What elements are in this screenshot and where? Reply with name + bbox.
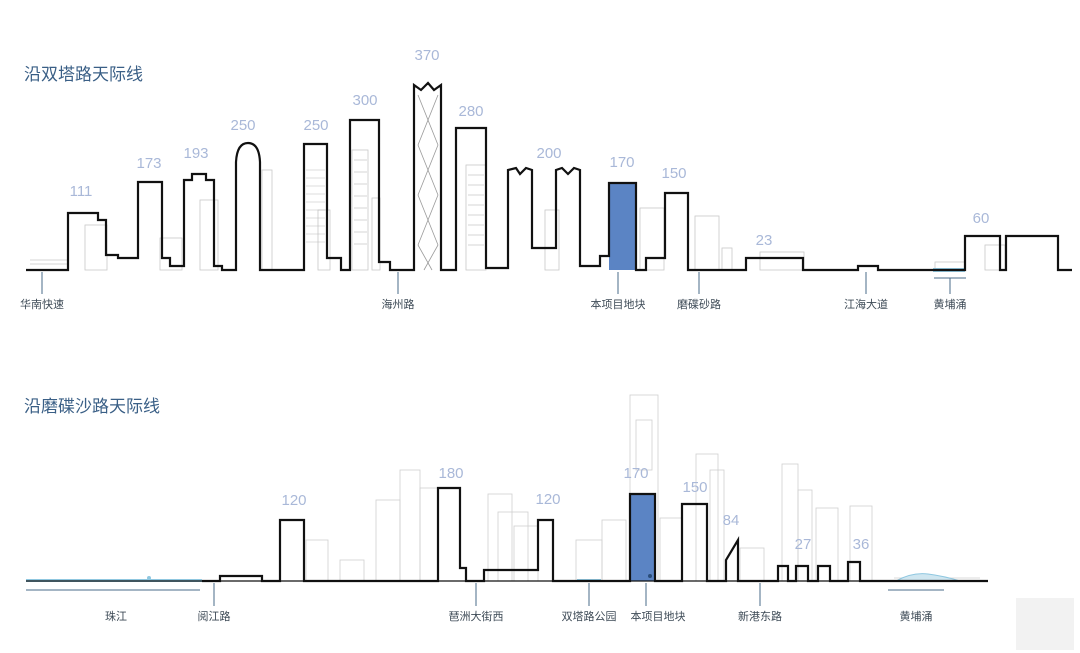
height-label: 120 [281, 492, 306, 509]
height-label: 173 [136, 155, 161, 172]
road-label: 双塔路公园 [562, 610, 617, 623]
height-label: 150 [661, 165, 686, 182]
height-label: 150 [682, 479, 707, 496]
road-label: 华南快速 [20, 297, 64, 311]
road-label: 黄埔涌 [934, 297, 967, 311]
height-label: 370 [414, 47, 439, 64]
road-label: 黄埔涌 [900, 609, 933, 623]
project-building-2 [630, 494, 655, 581]
height-label: 193 [183, 145, 208, 162]
skyline-title-1: 沿双塔路天际线 [24, 65, 143, 85]
height-label: 36 [853, 536, 870, 553]
road-label: 本项目地块 [591, 297, 646, 311]
height-label: 300 [352, 92, 377, 109]
skyline-outline-1 [26, 81, 1072, 272]
skyline-outline-2 [202, 486, 988, 583]
watermark-icon [1016, 598, 1074, 650]
skyline-section-1: 111 173 193 250 250 300 370 280 200 170 … [20, 47, 1072, 311]
road-label: 江海大道 [844, 297, 888, 311]
height-label: 111 [70, 183, 93, 200]
tower-truss [417, 94, 439, 271]
height-label: 23 [756, 232, 773, 249]
height-label: 250 [303, 117, 328, 134]
road-label: 本项目地块 [631, 609, 686, 623]
height-label: 180 [438, 465, 463, 482]
project-marker [648, 574, 652, 578]
road-label: 磨碟砂路 [677, 298, 721, 311]
height-label: 84 [723, 512, 740, 529]
height-label: 60 [973, 210, 990, 227]
project-building-1 [609, 183, 636, 270]
road-label: 珠江 [105, 609, 127, 623]
height-label: 200 [536, 145, 561, 162]
height-label: 170 [623, 465, 648, 482]
height-label: 280 [458, 103, 483, 120]
skyline-section-2: 120 180 120 170 150 84 27 36 珠江 阅江路 琶洲大街… [26, 394, 988, 623]
road-label: 海州路 [382, 297, 415, 311]
road-label: 琶洲大街西 [449, 609, 504, 623]
road-ticks-1 [41, 272, 966, 294]
river-water-3 [894, 573, 961, 582]
tower-hatching-1 [306, 159, 484, 246]
road-label: 阅江路 [198, 610, 231, 623]
road-ticks-2 [26, 583, 944, 606]
height-label: 170 [609, 154, 634, 171]
skyline-title-2: 沿磨碟沙路天际线 [24, 397, 160, 417]
road-label: 新港东路 [738, 609, 782, 623]
river-marker [147, 576, 151, 580]
height-label: 27 [795, 536, 812, 553]
height-label: 120 [535, 491, 560, 508]
height-label: 250 [230, 117, 255, 134]
background-buildings-1 [30, 149, 1006, 271]
